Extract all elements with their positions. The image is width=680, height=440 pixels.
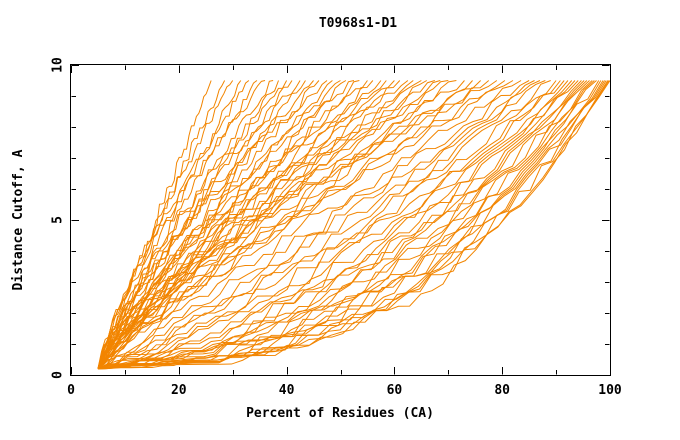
data-curve [97,80,588,370]
data-curve [97,80,522,370]
data-curve [97,80,333,370]
data-curve [97,80,576,370]
data-curve [97,80,387,369]
x-tick-label: 0 [67,383,75,398]
page-title: T0968s1-D1 [319,16,397,31]
data-curve [97,80,481,370]
data-curve [97,80,258,369]
series-group [97,80,611,370]
data-curve [97,80,611,370]
data-curve [97,80,266,369]
data-curve [97,80,473,370]
y-tick-label: 0 [51,371,66,379]
x-tick-label: 60 [387,383,403,398]
plot-frame [69,63,612,377]
data-curve [97,80,368,369]
y-tick-label: 10 [51,57,66,73]
x-tick-label: 20 [171,383,187,398]
data-curve [97,80,541,370]
x-tick-label: 40 [279,383,295,398]
data-curve [97,80,288,369]
data-curve [97,80,530,370]
data-curve [97,80,600,370]
data-curve [97,80,551,370]
data-curve [97,80,306,370]
data-curve [97,80,610,370]
data-curve [97,80,565,370]
data-curve [97,80,498,369]
tick-marks [70,64,612,377]
data-curve [97,80,557,370]
data-curve [97,80,341,370]
data-curve [97,80,590,370]
data-curve [97,80,546,370]
data-curve [97,80,355,370]
tick-labels: 0 20 40 60 80 100 0 5 10 [51,57,622,398]
data-curve [97,80,441,370]
data-curve [97,80,514,370]
data-curve [97,80,561,370]
data-curve [97,80,609,370]
data-curve [97,80,382,370]
axis-frame [69,63,612,377]
data-curve [97,80,250,369]
data-curve [97,80,328,369]
x-tick-label: 100 [598,383,622,398]
data-curve [97,80,535,370]
data-curve [97,80,212,369]
data-curve [97,80,435,370]
y-tick-label: 5 [51,216,66,224]
data-curve [97,80,409,370]
data-curve [97,80,579,370]
data-curve [97,80,582,370]
data-curve [97,80,234,369]
data-curve [97,80,422,369]
data-curve [97,80,569,370]
data-curve [97,80,242,370]
data-curve [97,80,465,370]
x-axis-label: Percent of Residues (CA) [246,406,434,421]
x-tick-label: 80 [494,383,510,398]
data-curve [97,80,457,370]
y-axis-label: Distance Cutoff, A [11,149,26,290]
